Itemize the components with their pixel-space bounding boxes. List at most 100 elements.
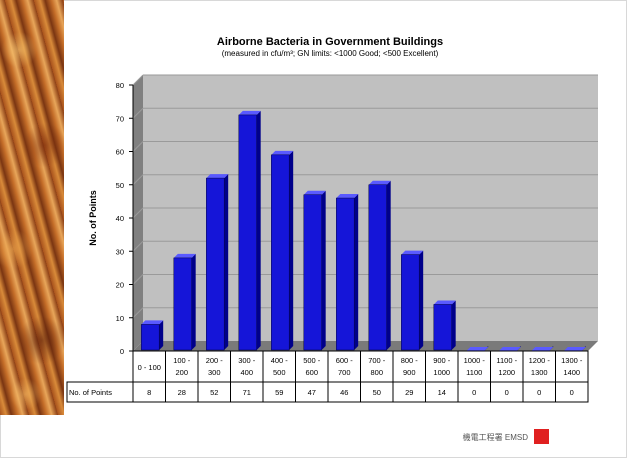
category-label: 400 [240, 368, 253, 377]
bar-top [303, 190, 326, 195]
bar-top [173, 253, 196, 258]
category-label: 200 [175, 368, 188, 377]
bar-top [433, 300, 456, 305]
grid-line-side [132, 174, 144, 186]
bar-top [206, 174, 229, 179]
bar-side [451, 300, 456, 350]
y-axis-label: No. of Points [88, 190, 98, 246]
bar [433, 304, 452, 351]
grid-line-side [132, 141, 144, 152]
bar [271, 154, 290, 351]
bar-side [289, 150, 294, 350]
bar [206, 177, 225, 351]
data-label: 28 [178, 388, 186, 397]
y-tick-label: 10 [116, 314, 124, 323]
category-label: 1200 - [529, 356, 551, 365]
y-tick-label: 60 [116, 148, 124, 157]
data-label: 29 [405, 388, 413, 397]
grid-line-side [132, 74, 144, 86]
bar-top [401, 250, 424, 255]
bar [173, 257, 192, 351]
bar-top [141, 320, 164, 325]
y-tick-label: 50 [116, 181, 124, 190]
category-label: 300 [208, 368, 221, 377]
bar-top [563, 347, 586, 351]
grid-line-side [132, 107, 144, 119]
plot-floor [133, 341, 598, 351]
bar-top [531, 347, 554, 351]
bar-top [498, 347, 521, 351]
category-label: 1100 [466, 368, 482, 377]
data-label: 46 [340, 388, 348, 397]
bar-top [336, 194, 359, 199]
data-label: 0 [505, 388, 509, 397]
decorative-texture-strip [0, 0, 64, 415]
data-table: No. of Points 0 - 100 8 100 - 200 28 200 - 300 5… [66, 350, 589, 403]
bar-side [386, 180, 391, 350]
category-label: 1300 - [561, 356, 583, 365]
emsd-logo: 機電工程署 EMSD [463, 429, 549, 444]
bar-side [256, 110, 261, 350]
category-label: 900 - [433, 356, 451, 365]
bar-side [159, 320, 164, 350]
bar-side [321, 190, 326, 350]
bar-top [238, 110, 261, 115]
bar-top [466, 347, 489, 351]
category-label: 100 - [173, 356, 191, 365]
bar-side [224, 174, 229, 350]
data-label: 52 [210, 388, 218, 397]
grid-line-side [132, 207, 144, 219]
data-label: 8 [147, 388, 151, 397]
y-tick-label: 20 [116, 281, 124, 290]
bar [303, 194, 322, 351]
bar-top [368, 180, 391, 185]
category-label: 800 - [401, 356, 419, 365]
table-row-label: No. of Points [69, 388, 112, 397]
category-label: 300 - [238, 356, 256, 365]
category-label: 700 [338, 368, 351, 377]
y-tick-label: 0 [120, 347, 124, 356]
grid-line-side [132, 240, 144, 252]
category-label: 500 - [303, 356, 321, 365]
data-label: 47 [308, 388, 316, 397]
category-label: 1000 [433, 368, 450, 377]
plot-area: 0 10 20 30 40 50 60 70 80 [116, 74, 598, 356]
category-label: 0 - 100 [138, 363, 161, 372]
data-label: 71 [243, 388, 251, 397]
data-label: 50 [373, 388, 381, 397]
category-label: 600 - [336, 356, 354, 365]
data-label: 0 [570, 388, 574, 397]
category-label: 1400 [563, 368, 580, 377]
bar-side [191, 253, 196, 350]
category-label: 500 [273, 368, 286, 377]
emsd-logo-mark [534, 429, 549, 444]
category-label: 1000 - [464, 356, 486, 365]
y-tick-label: 40 [116, 214, 124, 223]
bar-side [419, 250, 424, 350]
bar-side [354, 194, 359, 350]
data-label: 14 [438, 388, 446, 397]
emsd-logo-text: 機電工程署 EMSD [463, 432, 529, 442]
bar [401, 254, 420, 351]
category-label: 200 - [206, 356, 224, 365]
data-label: 0 [472, 388, 476, 397]
category-label: 900 [403, 368, 416, 377]
category-label: 1100 - [496, 356, 517, 365]
bar [336, 197, 355, 351]
chart-title: Airborne Bacteria in Government Building… [217, 36, 443, 48]
category-label: 600 [305, 368, 318, 377]
grid-line-side [132, 274, 144, 285]
category-label: 1200 [498, 368, 515, 377]
bar [141, 324, 160, 351]
category-label: 400 - [271, 356, 289, 365]
bar-top [271, 150, 294, 155]
category-label: 800 [370, 368, 383, 377]
category-label: 700 - [368, 356, 386, 365]
y-tick-label: 70 [116, 114, 124, 123]
data-label: 59 [275, 388, 283, 397]
chart-subtitle: (measured in cfu/m³; GN limits: <1000 Go… [222, 49, 439, 58]
category-label: 1300 [531, 368, 548, 377]
bar [368, 184, 387, 351]
grid-line-side [132, 307, 144, 319]
